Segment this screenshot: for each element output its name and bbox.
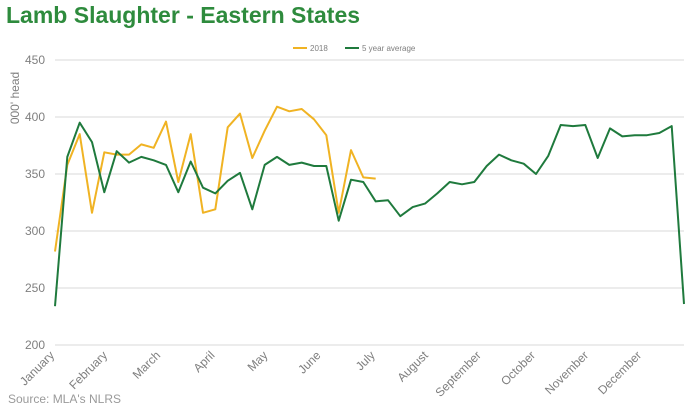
series-line-1 [54,121,685,307]
legend-label-1: 5 year average [362,44,416,53]
y-tick-200: 200 [25,338,45,352]
gridlines [55,59,684,346]
x-tick-may: May [245,348,271,374]
y-tick-300: 300 [25,224,45,238]
source-note: Source: MLA's NLRS [8,392,121,406]
x-tick-december: December [595,348,644,397]
series-line-0 [54,105,376,252]
y-tick-400: 400 [25,110,45,124]
x-tick-september: September [432,348,483,399]
y-tick-labels: 200 250 300 350 400 450 [25,53,45,352]
y-tick-250: 250 [25,281,45,295]
x-tick-february: February [66,348,110,392]
x-tick-august: August [395,348,432,385]
x-tick-october: October [498,348,538,388]
legend-label-0: 2018 [310,44,328,53]
y-axis-label: 000' head [8,72,22,124]
y-tick-450: 450 [25,53,45,67]
x-tick-july: July [353,348,378,373]
y-tick-350: 350 [25,167,45,181]
chart-title: Lamb Slaughter - Eastern States [6,2,361,28]
x-tick-march: March [130,348,163,381]
x-tick-january: January [17,348,57,388]
x-tick-april: April [191,348,218,375]
x-tick-june: June [295,348,324,377]
x-tick-november: November [542,348,591,397]
series-lines [54,105,685,307]
legend: 2018 5 year average [293,44,416,53]
